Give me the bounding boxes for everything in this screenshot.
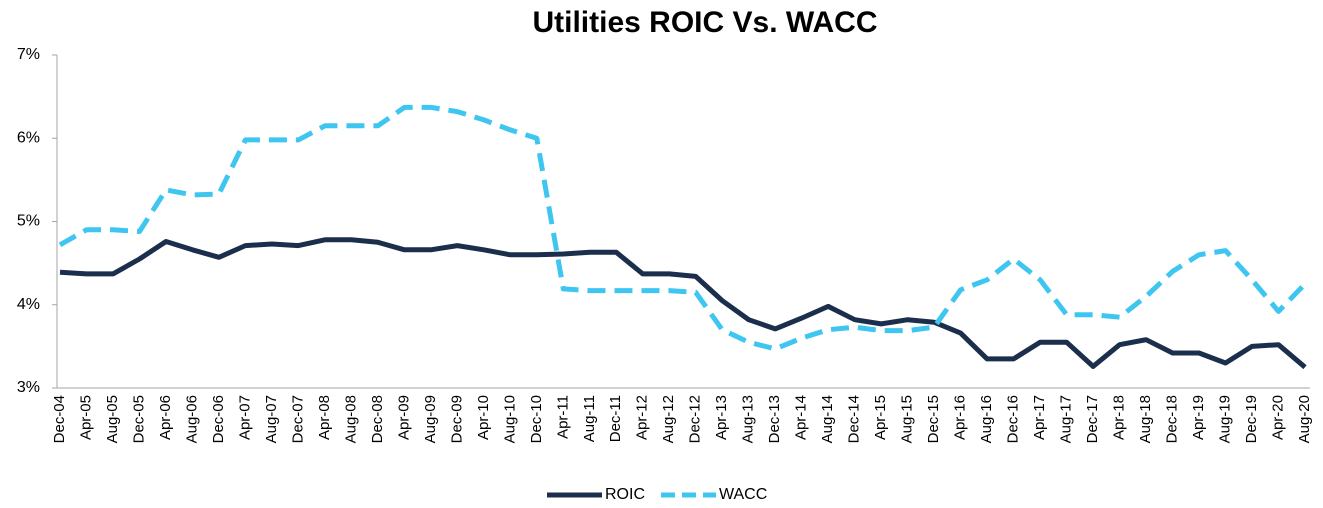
y-tick-label: 3% — [17, 379, 40, 396]
x-tick-label: Apr-12 — [634, 395, 651, 440]
x-tick-label: Apr-11 — [554, 395, 571, 439]
x-tick-label: Aug-13 — [740, 395, 757, 443]
x-tick-label: Aug-09 — [422, 395, 439, 443]
x-tick-label: Aug-05 — [104, 395, 121, 443]
x-tick-label: Aug-20 — [1296, 395, 1313, 443]
x-tick-label: Apr-16 — [952, 395, 969, 440]
x-tick-label: Aug-08 — [342, 395, 359, 443]
x-tick-label: Apr-20 — [1269, 395, 1286, 440]
x-tick-label: Dec-12 — [687, 395, 704, 443]
x-tick-label: Apr-15 — [872, 395, 889, 440]
x-tick-label: Apr-09 — [395, 395, 412, 440]
x-tick-label: Dec-04 — [51, 395, 68, 443]
legend-label: ROIC — [605, 486, 645, 503]
x-tick-label: Apr-19 — [1190, 395, 1207, 440]
x-tick-label: Aug-16 — [978, 395, 995, 443]
x-tick-label: Dec-15 — [925, 395, 942, 443]
series-line — [58, 104, 1307, 352]
series-line — [59, 237, 1307, 370]
x-tick-label: Dec-19 — [1243, 395, 1260, 443]
x-tick-label: Aug-06 — [183, 395, 200, 443]
x-tick-label: Apr-06 — [157, 395, 174, 440]
legend-label: WACC — [719, 486, 767, 503]
x-tick-label: Dec-05 — [130, 395, 147, 443]
chart-title: Utilities ROIC Vs. WACC — [532, 6, 877, 39]
x-tick-label: Aug-07 — [263, 395, 280, 443]
y-tick-label: 4% — [17, 296, 40, 313]
x-tick-label: Dec-07 — [289, 395, 306, 443]
x-tick-label: Apr-17 — [1031, 395, 1048, 440]
x-tick-label: Dec-17 — [1084, 395, 1101, 443]
x-tick-label: Dec-10 — [528, 395, 545, 443]
x-tick-label: Aug-15 — [899, 395, 916, 443]
x-tick-label: Apr-07 — [236, 395, 253, 440]
x-tick-label: Dec-18 — [1164, 395, 1181, 443]
x-tick-label: Dec-09 — [448, 395, 465, 443]
y-tick-label: 6% — [17, 129, 40, 146]
x-tick-label: Apr-10 — [475, 395, 492, 440]
x-tick-label: Apr-13 — [713, 395, 730, 440]
x-tick-label: Dec-13 — [766, 395, 783, 443]
y-tick-label: 7% — [17, 46, 40, 63]
y-tick-label: 5% — [17, 213, 40, 230]
x-tick-label: Apr-18 — [1111, 395, 1128, 440]
x-tick-label: Dec-16 — [1005, 395, 1022, 443]
x-tick-label: Aug-17 — [1058, 395, 1075, 443]
x-tick-label: Dec-08 — [369, 395, 386, 443]
x-tick-label: Aug-12 — [660, 395, 677, 443]
x-tick-label: Dec-14 — [846, 395, 863, 443]
x-tick-label: Aug-11 — [581, 395, 598, 442]
x-tick-label: Apr-08 — [316, 395, 333, 440]
x-tick-label: Apr-14 — [793, 395, 810, 440]
x-tick-label: Aug-18 — [1137, 395, 1154, 443]
x-tick-label: Aug-14 — [819, 395, 836, 443]
x-tick-label: Aug-19 — [1217, 395, 1234, 443]
x-tick-label: Apr-05 — [77, 395, 94, 440]
x-tick-label: Dec-11 — [607, 395, 624, 442]
x-tick-label: Aug-10 — [501, 395, 518, 443]
x-tick-label: Dec-06 — [210, 395, 227, 443]
